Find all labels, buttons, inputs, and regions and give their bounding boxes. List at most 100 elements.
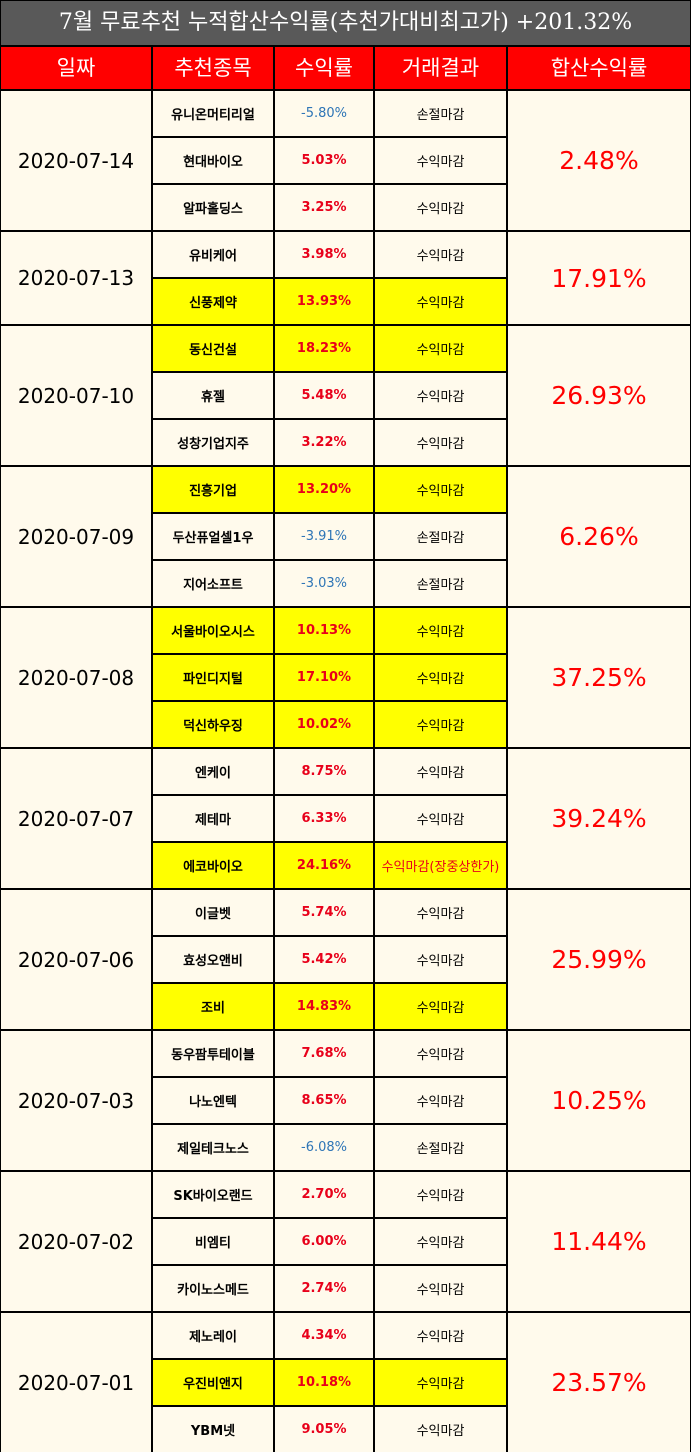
stock-return: 14.83% xyxy=(275,984,373,1029)
trade-result: 수익마감 xyxy=(375,1031,506,1076)
group-total-return: 10.25% xyxy=(508,1031,690,1170)
stock-return: 5.48% xyxy=(275,373,373,418)
trade-result: 수익마감 xyxy=(375,749,506,794)
stock-name: 우진비앤지 xyxy=(153,1360,273,1405)
stock-return: -3.03% xyxy=(275,561,373,606)
trade-result: 수익마감 xyxy=(375,655,506,700)
stock-name: 조비 xyxy=(153,984,273,1029)
table-title: 7월 무료추천 누적합산수익률(추천가대비최고가) +201.32% xyxy=(1,1,690,45)
stock-return: 10.13% xyxy=(275,608,373,653)
stock-return: 8.75% xyxy=(275,749,373,794)
group-total-return: 39.24% xyxy=(508,749,690,888)
header-return: 수익률 xyxy=(275,47,373,89)
stock-name: 휴젤 xyxy=(153,373,273,418)
trade-result: 수익마감 xyxy=(375,608,506,653)
stock-return: 9.05% xyxy=(275,1407,373,1452)
trade-result: 수익마감 xyxy=(375,1266,506,1311)
trade-result: 수익마감 xyxy=(375,185,506,230)
stock-return: 2.70% xyxy=(275,1172,373,1217)
stock-return: 17.10% xyxy=(275,655,373,700)
trade-result: 손절마감 xyxy=(375,561,506,606)
stock-return: 5.74% xyxy=(275,890,373,935)
stock-return: 8.65% xyxy=(275,1078,373,1123)
group-date: 2020-07-07 xyxy=(1,749,151,888)
stock-return: 3.98% xyxy=(275,232,373,277)
group-total-return: 6.26% xyxy=(508,467,690,606)
trade-result: 손절마감 xyxy=(375,1125,506,1170)
group-total-return: 23.57% xyxy=(508,1313,690,1452)
stock-return: 5.03% xyxy=(275,138,373,183)
stock-name: 나노엔텍 xyxy=(153,1078,273,1123)
stock-return: 13.93% xyxy=(275,279,373,324)
group-date: 2020-07-01 xyxy=(1,1313,151,1452)
stock-name: 제테마 xyxy=(153,796,273,841)
stock-return: 10.18% xyxy=(275,1360,373,1405)
trade-result: 수익마감 xyxy=(375,937,506,982)
trade-result: 손절마감 xyxy=(375,91,506,136)
stock-name: 신풍제약 xyxy=(153,279,273,324)
trade-result: 손절마감 xyxy=(375,514,506,559)
group-date: 2020-07-10 xyxy=(1,326,151,465)
stock-name: 성창기업지주 xyxy=(153,420,273,465)
stock-name: 동신건설 xyxy=(153,326,273,371)
group-total-return: 11.44% xyxy=(508,1172,690,1311)
stock-name: 효성오앤비 xyxy=(153,937,273,982)
trade-result: 수익마감 xyxy=(375,138,506,183)
stock-return: 7.68% xyxy=(275,1031,373,1076)
group-date: 2020-07-03 xyxy=(1,1031,151,1170)
trade-result: 수익마감 xyxy=(375,373,506,418)
stock-return: -5.80% xyxy=(275,91,373,136)
header-date: 일짜 xyxy=(1,47,151,89)
stock-name: 알파홀딩스 xyxy=(153,185,273,230)
group-date: 2020-07-02 xyxy=(1,1172,151,1311)
header-result: 거래결과 xyxy=(375,47,506,89)
group-date: 2020-07-13 xyxy=(1,232,151,324)
stock-name: 덕신하우징 xyxy=(153,702,273,747)
stock-name: 엔케이 xyxy=(153,749,273,794)
trade-result: 수익마감(장중상한가) xyxy=(375,843,506,888)
trade-result: 수익마감 xyxy=(375,702,506,747)
trade-result: 수익마감 xyxy=(375,1078,506,1123)
stock-return: 5.42% xyxy=(275,937,373,982)
stock-name: 진흥기업 xyxy=(153,467,273,512)
group-total-return: 2.48% xyxy=(508,91,690,230)
trade-result: 수익마감 xyxy=(375,1172,506,1217)
stock-name: 유니온머티리얼 xyxy=(153,91,273,136)
stock-return: -3.91% xyxy=(275,514,373,559)
trade-result: 수익마감 xyxy=(375,326,506,371)
stock-name: 비엠티 xyxy=(153,1219,273,1264)
group-total-return: 25.99% xyxy=(508,890,690,1029)
stock-return: 2.74% xyxy=(275,1266,373,1311)
stock-name: 에코바이오 xyxy=(153,843,273,888)
stock-return: 4.34% xyxy=(275,1313,373,1358)
stock-name: 현대바이오 xyxy=(153,138,273,183)
group-total-return: 17.91% xyxy=(508,232,690,324)
stock-name: 이글벳 xyxy=(153,890,273,935)
stock-return: 3.22% xyxy=(275,420,373,465)
stock-name: 서울바이오시스 xyxy=(153,608,273,653)
stock-return: 13.20% xyxy=(275,467,373,512)
trade-result: 수익마감 xyxy=(375,890,506,935)
stock-name: 두산퓨얼셀1우 xyxy=(153,514,273,559)
stock-return: 6.00% xyxy=(275,1219,373,1264)
stock-return: 6.33% xyxy=(275,796,373,841)
trade-result: 수익마감 xyxy=(375,232,506,277)
trade-result: 수익마감 xyxy=(375,796,506,841)
stock-name: YBM넷 xyxy=(153,1407,273,1452)
trade-result: 수익마감 xyxy=(375,1407,506,1452)
stock-return: 24.16% xyxy=(275,843,373,888)
stock-name: SK바이오랜드 xyxy=(153,1172,273,1217)
stock-return: 3.25% xyxy=(275,185,373,230)
header-total: 합산수익률 xyxy=(508,47,690,89)
stock-return: 10.02% xyxy=(275,702,373,747)
stock-return: 18.23% xyxy=(275,326,373,371)
stock-name: 제노레이 xyxy=(153,1313,273,1358)
stock-name: 지어소프트 xyxy=(153,561,273,606)
group-date: 2020-07-14 xyxy=(1,91,151,230)
header-stock: 추천종목 xyxy=(153,47,273,89)
trade-result: 수익마감 xyxy=(375,1219,506,1264)
trade-result: 수익마감 xyxy=(375,279,506,324)
group-total-return: 26.93% xyxy=(508,326,690,465)
group-date: 2020-07-09 xyxy=(1,467,151,606)
stock-name: 파인디지털 xyxy=(153,655,273,700)
